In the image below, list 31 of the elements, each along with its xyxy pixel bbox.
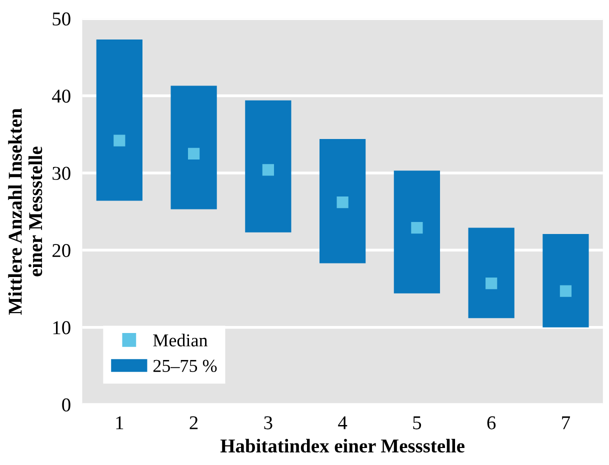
y-tick-label: 40 (52, 90, 70, 103)
x-tick-label: 2 (190, 416, 198, 430)
y-axis-title: Mittlere Anzahl Insekten einer Messstelle (8, 108, 42, 315)
x-tick-label: 6 (487, 416, 496, 430)
y-tick-label: 30 (52, 166, 70, 180)
y-tick-label: 0 (62, 398, 70, 412)
point (486, 278, 498, 290)
bar (394, 170, 440, 294)
bar (468, 228, 514, 318)
point (336, 196, 348, 208)
bar (245, 100, 292, 232)
legend-label: Median (153, 334, 208, 346)
bar (170, 86, 217, 210)
x-tick-label: 4 (338, 416, 348, 430)
x-axis-title: Habitatindex einer Messstelle (220, 438, 464, 453)
point (560, 285, 572, 297)
bar (542, 234, 589, 328)
bar (320, 139, 366, 264)
point (262, 164, 274, 176)
legend-label: 25–75 % (153, 360, 217, 372)
x-tick-label: 5 (413, 416, 422, 430)
point (114, 134, 126, 146)
x-tick-label: 7 (562, 416, 570, 430)
y-tick-label: 10 (53, 321, 70, 334)
point (411, 222, 423, 234)
y-tick-label: 20 (52, 244, 70, 258)
bar (96, 39, 142, 201)
point (188, 148, 200, 160)
x-tick-label: 1 (116, 416, 124, 430)
y-tick-label: 50 (52, 12, 70, 26)
x-tick-label: 3 (264, 416, 272, 430)
